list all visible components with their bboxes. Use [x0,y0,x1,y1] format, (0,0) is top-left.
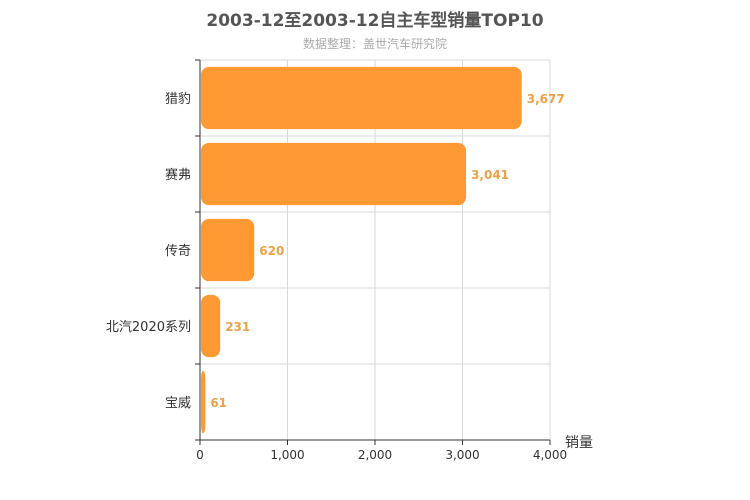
value-label: 231 [225,320,250,334]
value-label: 3,677 [527,92,565,106]
bar [201,294,221,358]
bar [201,66,522,130]
chart-title: 2003-12至2003-12自主车型销量TOP10 [206,11,544,31]
x-tick-label: 1,000 [270,448,304,462]
chart-subtitle: 数据整理：盖世汽车研究院 [302,37,447,51]
x-axis-title: 销量 [565,435,593,451]
category-label: 猎豹 [165,92,191,107]
value-label: 3,041 [471,168,509,182]
category-label: 宝威 [165,396,191,411]
category-label: 传奇 [165,243,191,259]
category-label: 赛弗 [165,167,191,183]
value-label: 61 [210,396,227,410]
bar [201,370,206,434]
bar [201,142,467,206]
x-tick-label: 0 [196,448,204,462]
x-tick-label: 2,000 [358,448,392,462]
x-tick-label: 3,000 [445,448,479,462]
value-label: 620 [259,244,284,258]
category-label: 北汽2020系列 [106,320,191,335]
x-tick-label: 4,000 [533,448,567,462]
bar [201,218,255,282]
